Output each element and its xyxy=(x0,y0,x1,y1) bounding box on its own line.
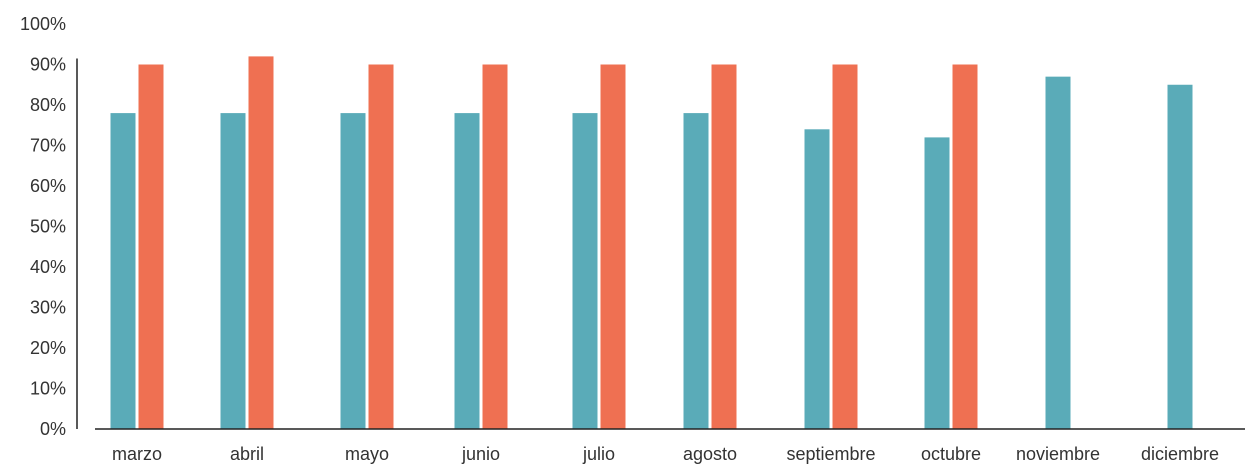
y-axis-ticks: 0% 10% 20% 30% 40% 50% 60% 70% 80% 90% 100% xyxy=(20,14,66,439)
y-tick-label: 80% xyxy=(30,95,66,115)
bar-julio-series-2 xyxy=(600,64,626,429)
bar-agosto-series-1 xyxy=(683,113,709,429)
bar-abril-series-1 xyxy=(220,113,246,429)
bar-marzo-series-1 xyxy=(110,113,136,429)
bar-julio-series-1 xyxy=(572,113,598,429)
x-axis-labels: marzo abril mayo junio julio agosto septiembre… xyxy=(112,444,1219,464)
y-tick-label: 90% xyxy=(30,55,66,75)
bar-marzo-series-2 xyxy=(138,64,164,429)
x-category-label: abril xyxy=(230,444,264,464)
x-category-label: octubre xyxy=(921,444,981,464)
x-category-label: junio xyxy=(461,444,500,464)
bar-abril-series-2 xyxy=(248,56,274,430)
bar-diciembre-series-1 xyxy=(1167,84,1193,429)
bar-mayo-series-1 xyxy=(340,113,366,429)
bars xyxy=(110,56,1193,430)
y-tick-label: 0% xyxy=(40,419,66,439)
bar-junio-series-1 xyxy=(454,113,480,429)
bar-septiembre-series-1 xyxy=(804,129,830,430)
y-tick-label: 40% xyxy=(30,257,66,277)
x-category-label: marzo xyxy=(112,444,162,464)
x-category-label: agosto xyxy=(683,444,737,464)
bar-mayo-series-2 xyxy=(368,64,394,429)
bar-septiembre-series-2 xyxy=(832,64,858,429)
x-category-label: septiembre xyxy=(786,444,875,464)
x-category-label: mayo xyxy=(345,444,389,464)
x-category-label: diciembre xyxy=(1141,444,1219,464)
bar-noviembre-series-1 xyxy=(1045,76,1071,430)
y-tick-label: 30% xyxy=(30,298,66,318)
y-tick-label: 70% xyxy=(30,136,66,156)
x-category-label: noviembre xyxy=(1016,444,1100,464)
y-tick-label: 50% xyxy=(30,217,66,237)
y-tick-label: 100% xyxy=(20,14,66,34)
bar-junio-series-2 xyxy=(482,64,508,429)
bar-agosto-series-2 xyxy=(711,64,737,429)
y-tick-label: 60% xyxy=(30,176,66,196)
bar-octubre-series-2 xyxy=(952,64,978,429)
bar-octubre-series-1 xyxy=(924,137,950,429)
x-category-label: julio xyxy=(582,444,615,464)
y-tick-label: 20% xyxy=(30,338,66,358)
y-tick-label: 10% xyxy=(30,379,66,399)
